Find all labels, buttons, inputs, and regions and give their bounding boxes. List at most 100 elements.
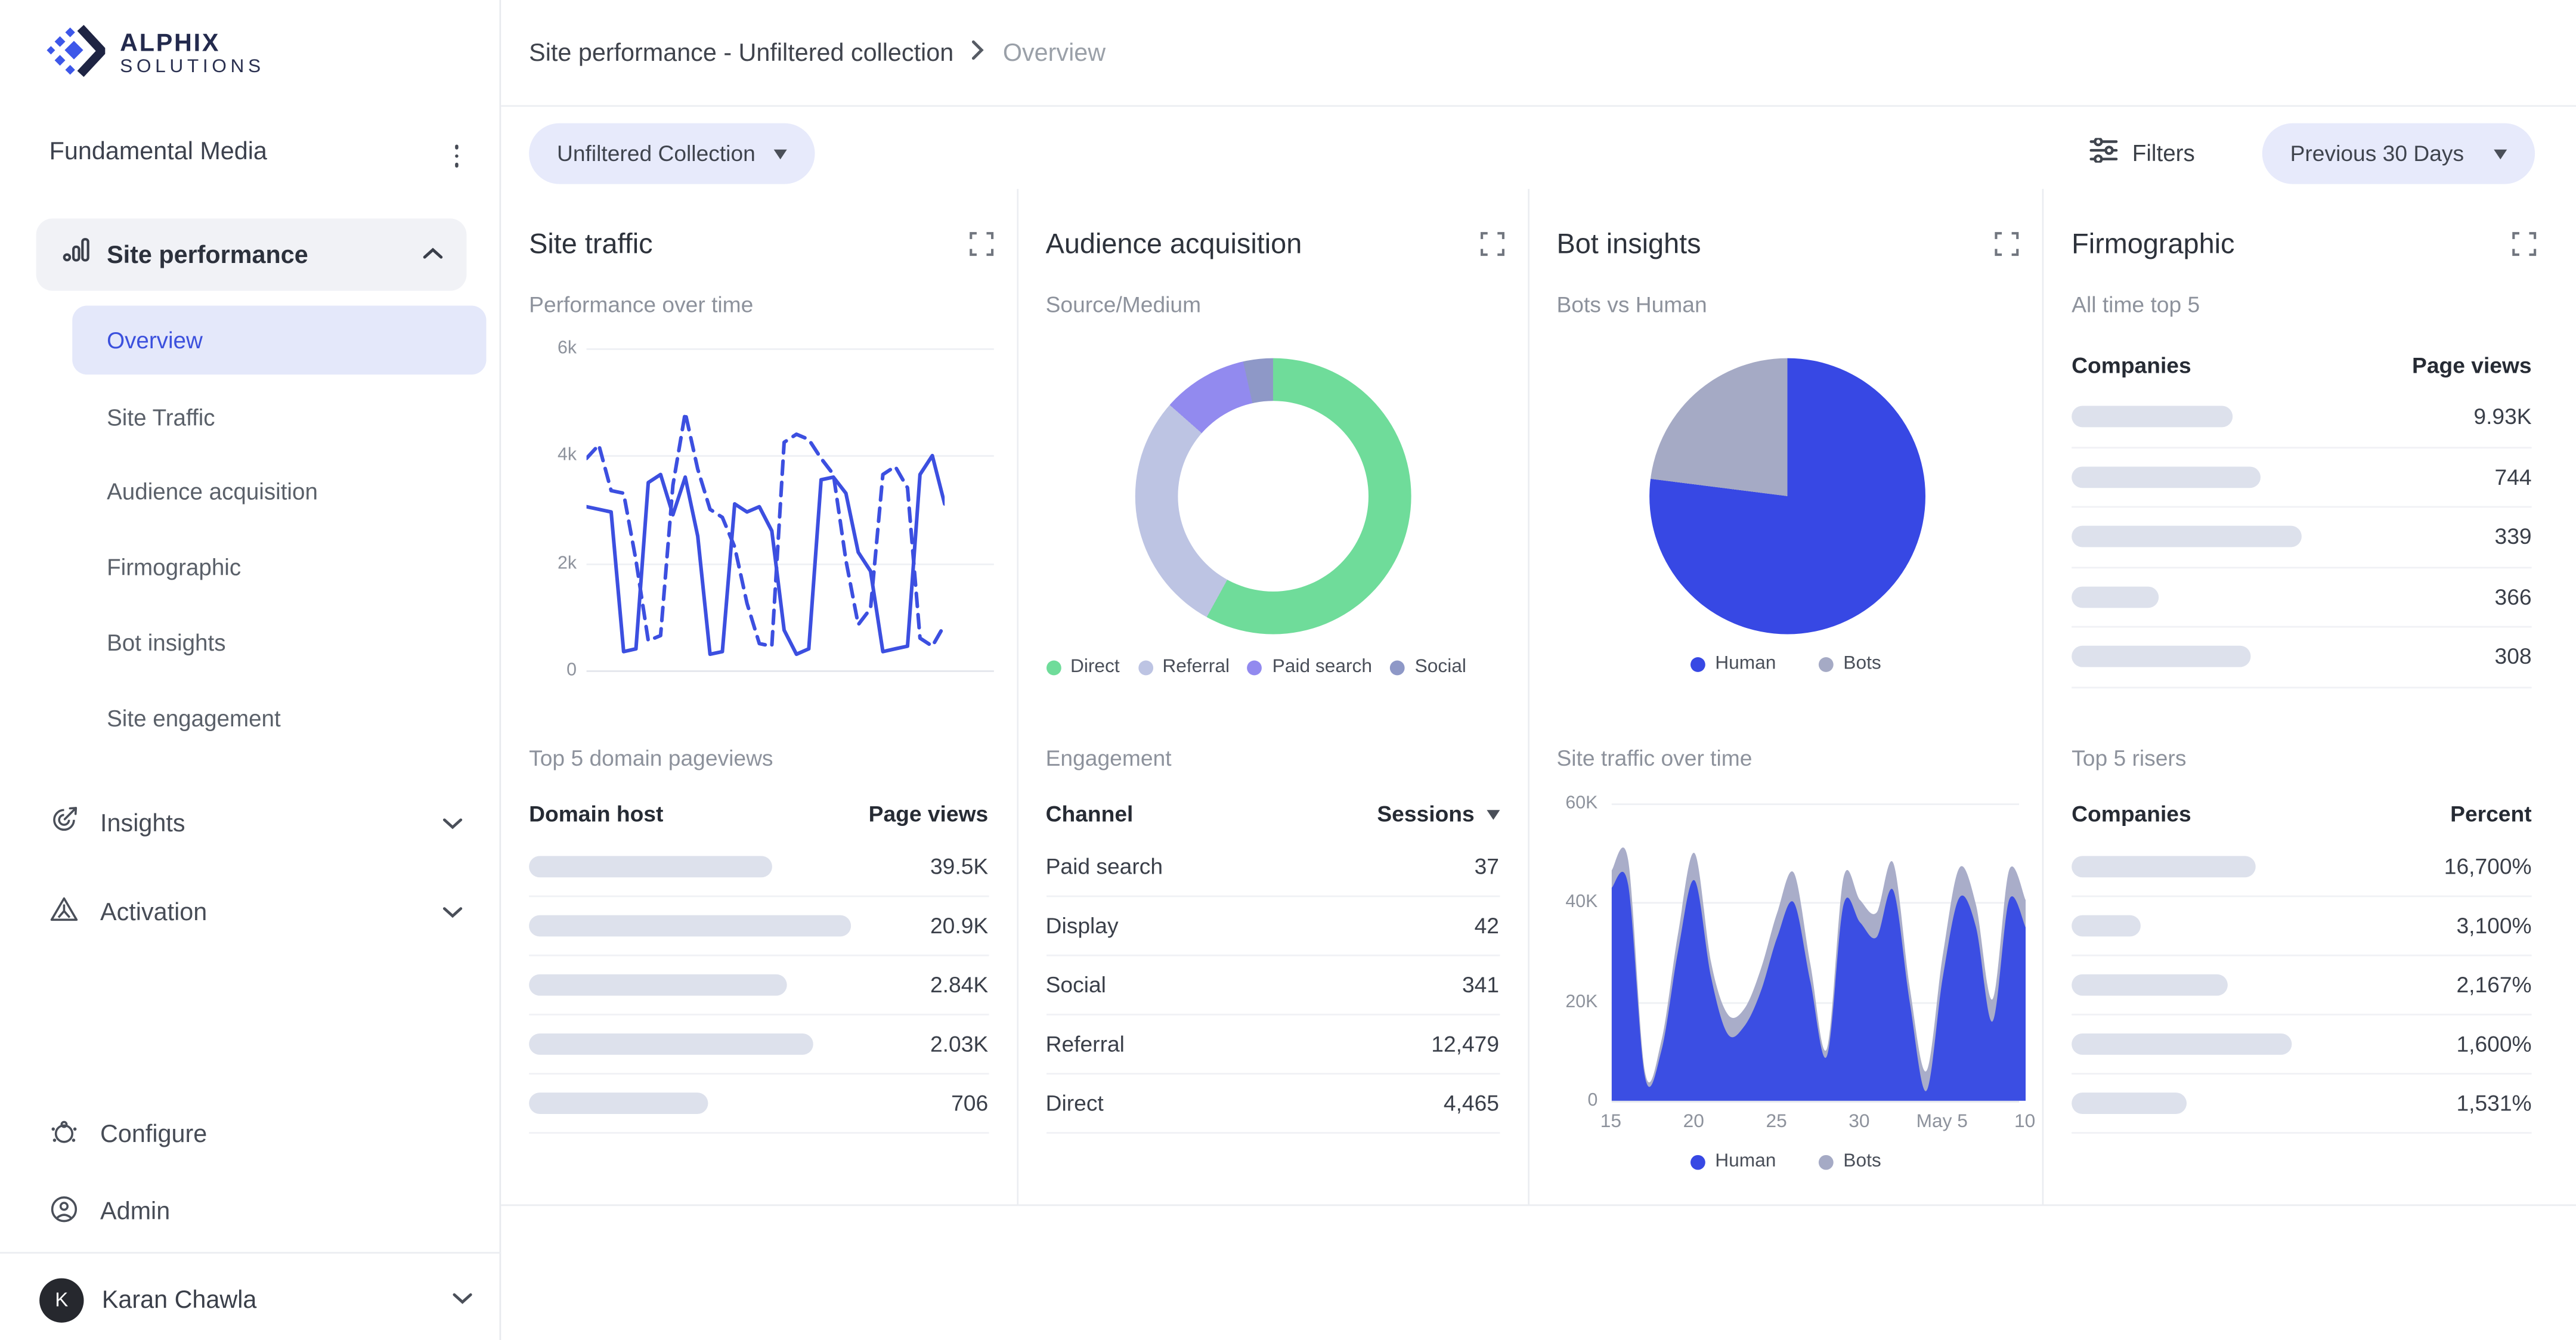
section-title: Top 5 domain pageviews [529,745,773,771]
sidebar-group-site-performance[interactable]: Site performance [36,218,467,291]
avatar: K [39,1277,84,1322]
sidebar-item-overview[interactable]: Overview [72,305,487,375]
x-axis-tick: May 5 [1916,1112,1968,1132]
sidebar-group-label: Site performance [107,240,308,269]
caret-down-icon [2494,148,2507,159]
brand-logo[interactable]: ALPHIX SOLUTIONS [46,21,265,87]
sidebar-item-firmographic[interactable]: Firmographic [72,533,486,602]
column-header: Channel [1045,801,1134,827]
brand-name: ALPHIX [120,29,221,57]
section-title: Engagement [1045,745,1172,771]
row-label: Paid search [1045,854,1163,879]
sidebar-item-label: Site Traffic [107,403,215,430]
sidebar-item-audience-acquisition[interactable]: Audience acquisition [72,457,486,526]
workspace-menu-button[interactable] [440,138,473,174]
y-axis-tick: 6k [558,338,577,358]
sidebar-item-site-engagement[interactable]: Site engagement [72,683,486,752]
redacted-company-bar [529,856,773,878]
table-row: Referral 12,479 [1045,1016,1500,1075]
legend-color-dot [1045,660,1061,674]
row-value: 1,600% [2456,1032,2532,1057]
collection-selector-dropdown[interactable]: Unfiltered Collection [529,123,815,184]
sidebar-section-insights[interactable]: Insights [49,799,473,848]
legend-color-dot [1818,656,1834,671]
table-row: Social 341 [1045,956,1500,1016]
legend-item: Human [1690,654,1776,674]
content-bottom-divider [501,1204,2576,1206]
panel-site-traffic: Site traffic Performance over time 6k 4k… [501,188,1018,1205]
x-axis-tick: 30 [1849,1112,1870,1132]
row-value: 42 [1474,913,1500,939]
y-axis-tick: 0 [566,660,577,680]
column-header: Companies [2072,801,2191,827]
x-axis-tick: 10 [2014,1112,2036,1132]
redacted-company-bar [529,1033,814,1055]
redacted-company-bar [529,974,787,996]
chart-subtitle: All time top 5 [2072,292,2200,317]
redacted-company-bar [2072,1093,2187,1114]
chart-subtitle: Performance over time [529,292,754,317]
row-label: Direct [1045,1091,1104,1116]
sidebar-item-bot-insights[interactable]: Bot insights [72,607,486,676]
legend-item: Bots [1818,1152,1881,1171]
sidebar-section-activation[interactable]: Activation [49,888,473,937]
column-header: Companies [2072,353,2191,378]
chart-subtitle: Bots vs Human [1556,292,1707,317]
row-value: 2.03K [930,1032,989,1057]
legend-item: Bots [1818,654,1881,674]
sidebar-section-label: Activation [100,899,208,927]
area-chart-legend: Human Bots [1529,1152,2043,1171]
section-title: Site traffic over time [1556,745,1753,771]
row-value: 20.9K [930,913,989,939]
row-value: 341 [1462,973,1500,998]
row-value: 12,479 [1431,1032,1500,1057]
sidebar-item-label: Configure [100,1120,208,1149]
y-axis-tick: 2k [558,553,577,573]
expand-icon[interactable] [968,231,993,256]
date-range-dropdown[interactable]: Previous 30 Days [2262,123,2535,184]
legend-item: Paid search [1247,657,1372,677]
x-axis-tick: 25 [1766,1112,1787,1132]
expand-icon[interactable] [1995,231,2019,256]
y-axis-tick: 4k [558,445,577,466]
legend-color-dot [1690,1154,1705,1169]
panel-title: Bot insights [1556,228,1701,260]
table-row: 2,167% [2072,956,2532,1016]
expand-icon[interactable] [2512,231,2537,256]
redacted-company-bar [2072,646,2252,668]
bar-chart-icon [63,237,91,273]
legend-color-dot [1690,656,1705,671]
panel-firmographic: Firmographic All time top 5 Companies Pa… [2044,188,2576,1205]
filters-button[interactable]: Filters [2089,137,2195,168]
row-label: Display [1045,913,1119,939]
legend-color-dot [1818,1154,1834,1169]
date-range-label: Previous 30 Days [2290,141,2464,166]
redacted-company-bar [2072,406,2233,428]
row-value: 39.5K [930,854,989,879]
panel-title: Site traffic [529,228,653,260]
collection-selector-label: Unfiltered Collection [556,141,756,166]
redacted-company-bar [2072,856,2256,878]
sidebar-item-label: Overview [107,327,203,354]
sidebar-item-admin[interactable]: Admin [49,1187,473,1237]
legend-item: Human [1690,1152,1776,1171]
row-value: 308 [2494,644,2532,670]
section-title: Top 5 risers [2072,745,2187,771]
sidebar-item-configure[interactable]: Configure [49,1110,473,1159]
legend-color-dot [1137,660,1153,674]
pie-legend: Human Bots [1529,654,2043,674]
breadcrumb-collection[interactable]: Site performance - Unfiltered collection [529,39,954,67]
sessions-sort-button[interactable]: Sessions [1377,801,1500,827]
caret-down-icon [1485,809,1500,819]
table-row: 339 [2072,507,2532,568]
site-traffic-area-chart [1611,847,2025,1101]
admin-icon [49,1194,79,1230]
table-row: 744 [2072,448,2532,508]
panel-title: Audience acquisition [1045,228,1302,260]
user-menu[interactable]: K Karan Chawla [39,1273,473,1326]
panel-title: Firmographic [2072,228,2235,260]
sidebar-item-site-traffic[interactable]: Site Traffic [72,382,486,451]
y-axis-tick: 0 [1587,1091,1598,1111]
column-header: Domain host [529,801,664,827]
expand-icon[interactable] [1479,231,1504,256]
